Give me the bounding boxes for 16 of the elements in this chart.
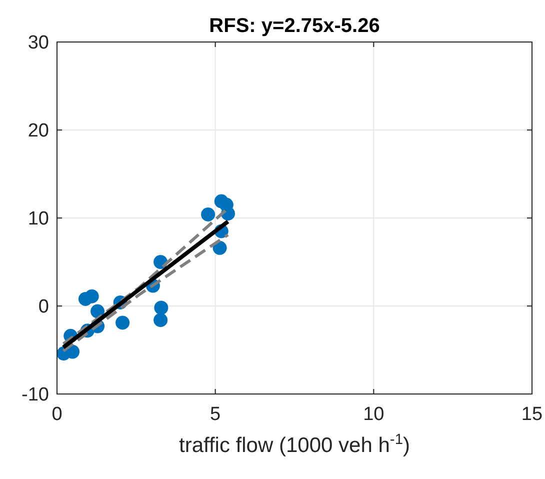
point	[84, 289, 99, 304]
x-axis-title: traffic flow (1000 veh h$^{-1}$)	[179, 432, 410, 457]
y-tick-label: 30	[28, 32, 49, 54]
chart-title: RFS: y=2.75x-5.26	[209, 15, 380, 37]
x-tick-label: 10	[363, 404, 384, 425]
y-tick-label: 0	[38, 296, 49, 318]
x-tick-label: 0	[52, 404, 62, 425]
point	[154, 300, 168, 315]
y-tick-label: 10	[28, 208, 49, 230]
y-tick-label: 20	[28, 120, 49, 142]
point	[116, 316, 130, 330]
x-tick-label: 15	[521, 404, 543, 425]
point	[201, 207, 216, 222]
point	[154, 313, 168, 328]
y-tick-label: -10	[22, 384, 49, 406]
x-tick-label: 5	[210, 404, 221, 425]
